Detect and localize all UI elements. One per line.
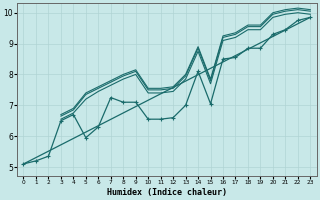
X-axis label: Humidex (Indice chaleur): Humidex (Indice chaleur): [107, 188, 227, 197]
